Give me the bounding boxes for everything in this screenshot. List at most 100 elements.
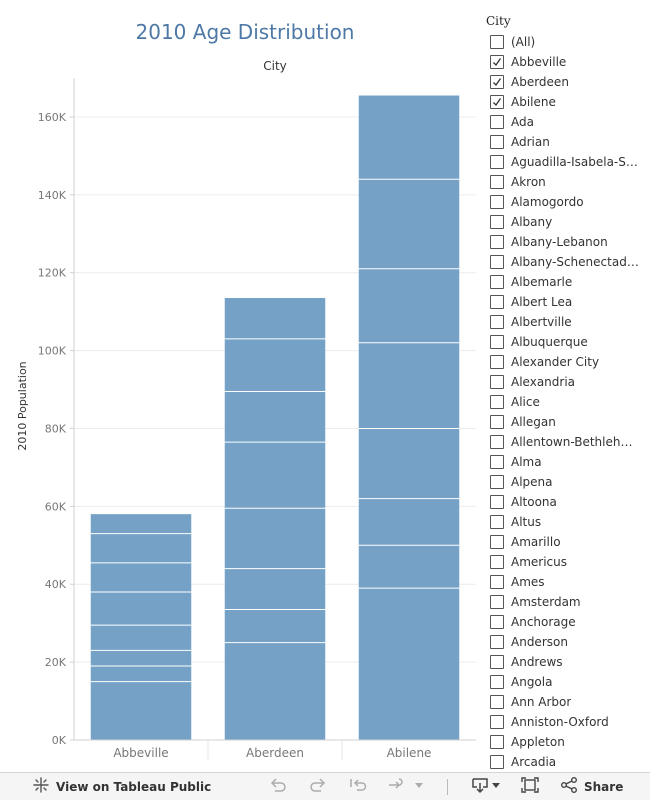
checkbox[interactable]	[490, 455, 504, 469]
filter-item[interactable]: Aberdeen	[486, 72, 646, 92]
filter-item[interactable]: Amarillo	[486, 532, 646, 552]
filter-item[interactable]: Allegan	[486, 412, 646, 432]
filter-item[interactable]: Alpena	[486, 472, 646, 492]
filter-item[interactable]: Altoona	[486, 492, 646, 512]
filter-item[interactable]: Albertville	[486, 312, 646, 332]
filter-item[interactable]: Abbeville	[486, 52, 646, 72]
checkbox[interactable]	[490, 495, 504, 509]
x-tick-label: Aberdeen	[246, 746, 304, 760]
checkbox[interactable]	[490, 755, 504, 769]
bar[interactable]	[90, 514, 192, 740]
city-filter-panel: City (All) Abbeville Aberdeen Abilene Ada Adr…	[486, 10, 646, 772]
filter-item-label: Anderson	[511, 635, 568, 649]
filter-item[interactable]: Adrian	[486, 132, 646, 152]
checkbox[interactable]	[490, 175, 504, 189]
redo-button[interactable]	[308, 773, 328, 801]
filter-item[interactable]: Amsterdam	[486, 592, 646, 612]
bar[interactable]	[224, 298, 326, 740]
refresh-dropdown-button[interactable]	[414, 773, 424, 801]
filter-item[interactable]: Alexandria	[486, 372, 646, 392]
filter-item[interactable]: Arcadia	[486, 752, 646, 772]
checkbox[interactable]	[490, 275, 504, 289]
filter-item[interactable]: Albemarle	[486, 272, 646, 292]
checkbox[interactable]	[490, 675, 504, 689]
checkbox[interactable]	[490, 155, 504, 169]
filter-item-label: Alice	[511, 395, 540, 409]
filter-item-label: Anchorage	[511, 615, 576, 629]
checkbox[interactable]	[490, 535, 504, 549]
checkbox-checked[interactable]	[490, 55, 504, 69]
filter-item[interactable]: Angola	[486, 672, 646, 692]
checkbox[interactable]	[490, 215, 504, 229]
filter-item[interactable]: Allentown-Bethlehe...	[486, 432, 646, 452]
filter-item[interactable]: Alice	[486, 392, 646, 412]
filter-item[interactable]: (All)	[486, 32, 646, 52]
filter-item[interactable]: Alexander City	[486, 352, 646, 372]
checkbox-checked[interactable]	[490, 95, 504, 109]
filter-item[interactable]: Anderson	[486, 632, 646, 652]
checkbox[interactable]	[490, 315, 504, 329]
share-label: Share	[584, 780, 624, 794]
checkbox[interactable]	[490, 355, 504, 369]
checkbox[interactable]	[490, 435, 504, 449]
filter-list: (All) Abbeville Aberdeen Abilene Ada Adrian Ag…	[486, 32, 646, 772]
checkbox[interactable]	[490, 575, 504, 589]
filter-item[interactable]: Abilene	[486, 92, 646, 112]
checkbox[interactable]	[490, 655, 504, 669]
caret-down-icon	[414, 776, 424, 798]
filter-item-label: Ann Arbor	[511, 695, 572, 709]
checkbox[interactable]	[490, 615, 504, 629]
filter-item-label: Albert Lea	[511, 295, 573, 309]
filter-item[interactable]: Ada	[486, 112, 646, 132]
full-screen-button[interactable]	[520, 773, 540, 801]
checkbox[interactable]	[490, 695, 504, 709]
checkbox[interactable]	[490, 475, 504, 489]
filter-item[interactable]: Albany-Schenectady...	[486, 252, 646, 272]
checkbox[interactable]	[490, 295, 504, 309]
filter-item[interactable]: Albuquerque	[486, 332, 646, 352]
checkbox[interactable]	[490, 715, 504, 729]
filter-item[interactable]: Anchorage	[486, 612, 646, 632]
filter-item[interactable]: Alma	[486, 452, 646, 472]
checkbox[interactable]	[490, 395, 504, 409]
filter-item-label: Albany-Lebanon	[511, 235, 608, 249]
view-on-tableau-public-button[interactable]: View on Tableau Public	[32, 773, 211, 801]
filter-item[interactable]: Albert Lea	[486, 292, 646, 312]
filter-item[interactable]: Andrews	[486, 652, 646, 672]
checkmark-icon	[493, 58, 502, 67]
refresh-button[interactable]	[386, 773, 406, 801]
checkbox[interactable]	[490, 635, 504, 649]
checkbox[interactable]	[490, 35, 504, 49]
revert-button[interactable]	[348, 773, 368, 801]
tableau-toolbar: View on Tableau Public	[0, 772, 650, 800]
filter-item[interactable]: Aguadilla-Isabela-Sa...	[486, 152, 646, 172]
checkbox[interactable]	[490, 415, 504, 429]
checkbox[interactable]	[490, 255, 504, 269]
filter-item[interactable]: Ames	[486, 572, 646, 592]
checkbox[interactable]	[490, 555, 504, 569]
filter-item[interactable]: Appleton	[486, 732, 646, 752]
checkbox[interactable]	[490, 235, 504, 249]
filter-item[interactable]: Altus	[486, 512, 646, 532]
checkbox-checked[interactable]	[490, 75, 504, 89]
checkbox[interactable]	[490, 195, 504, 209]
filter-item-label: Allegan	[511, 415, 556, 429]
filter-item[interactable]: Alamogordo	[486, 192, 646, 212]
filter-item[interactable]: Akron	[486, 172, 646, 192]
filter-item[interactable]: Albany-Lebanon	[486, 232, 646, 252]
share-button[interactable]: Share	[560, 773, 623, 801]
download-button[interactable]	[470, 773, 500, 801]
checkbox[interactable]	[490, 115, 504, 129]
filter-item[interactable]: Anniston-Oxford	[486, 712, 646, 732]
filter-item[interactable]: Albany	[486, 212, 646, 232]
checkbox[interactable]	[490, 335, 504, 349]
checkbox[interactable]	[490, 515, 504, 529]
filter-item[interactable]: Ann Arbor	[486, 692, 646, 712]
undo-button[interactable]	[268, 773, 288, 801]
checkbox[interactable]	[490, 135, 504, 149]
checkbox[interactable]	[490, 375, 504, 389]
checkbox[interactable]	[490, 735, 504, 749]
bar[interactable]	[358, 95, 460, 740]
checkbox[interactable]	[490, 595, 504, 609]
filter-item[interactable]: Americus	[486, 552, 646, 572]
